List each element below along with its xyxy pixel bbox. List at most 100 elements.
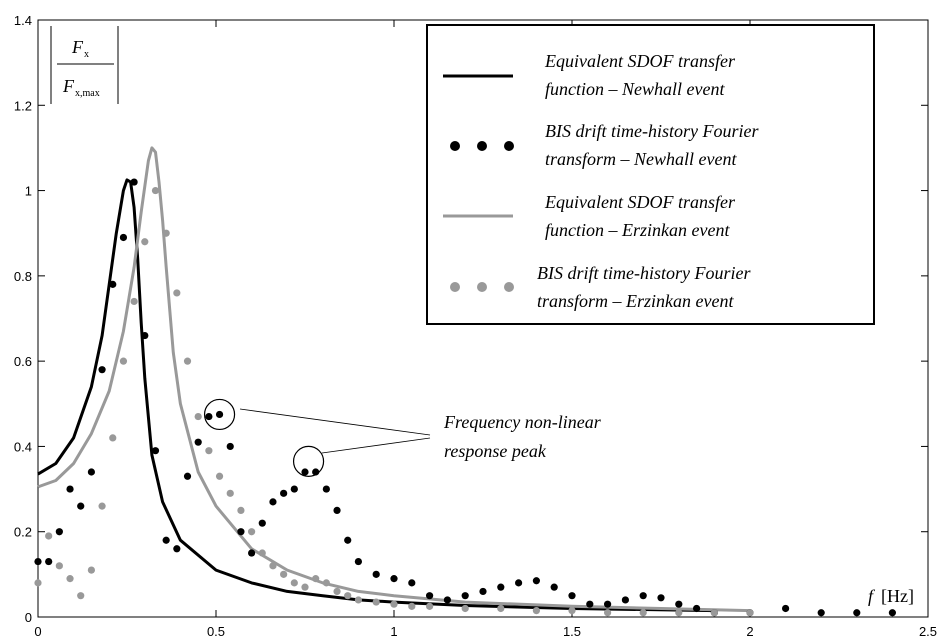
series-4-point: [280, 570, 288, 578]
y-tick-label: 1.2: [14, 98, 32, 113]
axis-ticks: 0 0.5 1 1.5 2 2.5 0 0.2 0.4 0.6 0.8 1 1.2 1.4: [14, 13, 937, 639]
series-4-point: [269, 562, 277, 570]
legend-label-4-line-1: BIS drift time-history Fourier: [537, 263, 751, 283]
x-tick-label: 0.5: [207, 624, 225, 639]
series-2-point: [657, 594, 665, 602]
series-2-point: [344, 536, 352, 544]
series-2-point: [693, 604, 701, 613]
series-2-point: [66, 485, 74, 493]
x-tick-label: 1.5: [563, 624, 581, 639]
series-2-point: [461, 592, 469, 600]
series-4-point: [98, 502, 106, 510]
series-group: [34, 146, 897, 617]
series-2-point: [372, 570, 380, 578]
series-2-point: [173, 545, 181, 553]
series-2-point: [322, 485, 330, 493]
annotation-circle: [292, 445, 325, 477]
series-4-point: [568, 607, 576, 615]
y-label-denominator-sub: x,max: [75, 88, 100, 99]
series-2-point: [77, 502, 85, 510]
series-2-point: [888, 609, 897, 617]
series-2-point: [55, 528, 63, 536]
series-4-point: [194, 412, 202, 421]
series-4-point: [372, 598, 380, 606]
series-2-point: [98, 366, 106, 374]
y-tick-label: 0.8: [14, 269, 32, 284]
series-4-point: [426, 602, 434, 610]
series-2-point: [183, 472, 192, 480]
y-label-numerator-sub: x: [84, 49, 89, 60]
y-label-denominator: F: [62, 76, 75, 96]
series-4-point: [183, 357, 192, 365]
series-2-point: [301, 468, 309, 476]
series-4-point: [258, 549, 266, 557]
series-4-point: [532, 607, 541, 615]
legend: Equivalent SDOF transfer function – Newh…: [426, 24, 875, 325]
series-2-point: [479, 587, 487, 596]
series-4-point: [173, 289, 181, 297]
series-2-point: [390, 575, 398, 583]
legend-swatch-newhall-dot-3: [504, 141, 514, 151]
legend-swatch-newhall-dot-2: [477, 141, 487, 151]
series-4-point: [354, 596, 362, 604]
annotation-circle: [203, 398, 236, 431]
series-2-point: [408, 579, 416, 587]
y-tick-label: 1: [25, 184, 32, 199]
series-2-point: [782, 604, 790, 613]
series-2-point: [248, 549, 256, 557]
series-2-point: [130, 178, 138, 186]
series-4-point: [205, 447, 213, 455]
legend-swatch-erzinkan-dot-1: [450, 282, 460, 292]
series-2-point: [151, 447, 160, 455]
series-2-point: [215, 410, 224, 419]
legend-swatch-erzinkan-dot-3: [504, 282, 514, 292]
series-2-point: [290, 485, 298, 493]
series-4-point: [639, 609, 647, 617]
series-2-point: [621, 596, 630, 604]
series-4-point: [45, 532, 53, 540]
series-4-point: [162, 229, 170, 237]
series-4-point: [248, 528, 256, 536]
series-1-line: [37, 178, 715, 613]
series-4-point: [333, 587, 341, 596]
series-2-point: [34, 557, 42, 566]
series-2-point: [205, 412, 213, 421]
series-4-point: [710, 609, 719, 617]
legend-swatch-newhall-dot-1: [450, 141, 460, 151]
series-2-point: [532, 577, 541, 585]
series-4-point: [87, 566, 95, 574]
series-4-point: [130, 297, 138, 306]
series-4-point: [109, 434, 117, 442]
series-4-point: [675, 609, 683, 617]
series-2-point: [119, 233, 128, 242]
series-4-point: [461, 604, 469, 613]
legend-label-3-line-2: function – Erzinkan event: [545, 220, 730, 240]
y-tick-label: 0.4: [14, 439, 32, 454]
series-4-point: [66, 575, 74, 583]
legend-label-1-line-1: Equivalent SDOF transfer: [544, 51, 736, 71]
series-2-point: [675, 600, 683, 608]
series-4-point: [408, 602, 416, 610]
series-2-point: [515, 579, 523, 587]
series-4-point: [215, 472, 224, 480]
series-4-point: [237, 506, 245, 514]
legend-label-2-line-1: BIS drift time-history Fourier: [545, 121, 759, 141]
series-4-point: [226, 489, 234, 497]
series-4-point: [312, 575, 320, 583]
series-2-point: [258, 519, 266, 527]
y-tick-label: 0.6: [14, 354, 32, 369]
series-2-point: [226, 442, 234, 451]
series-2-point: [817, 609, 825, 617]
series-2-point: [550, 583, 558, 591]
legend-label-4-line-2: transform – Erzinkan event: [537, 291, 734, 311]
annotation-line-2: response peak: [444, 441, 547, 461]
series-4-point: [390, 600, 398, 608]
series-4-point: [290, 579, 298, 587]
series-2-point: [45, 557, 53, 566]
y-axis-label: F x F x,max: [50, 26, 119, 104]
series-4-point: [497, 604, 505, 613]
series-4-point: [746, 609, 754, 617]
series-2-point: [853, 609, 861, 617]
series-4-point: [119, 357, 128, 365]
series-2-point: [604, 600, 612, 608]
